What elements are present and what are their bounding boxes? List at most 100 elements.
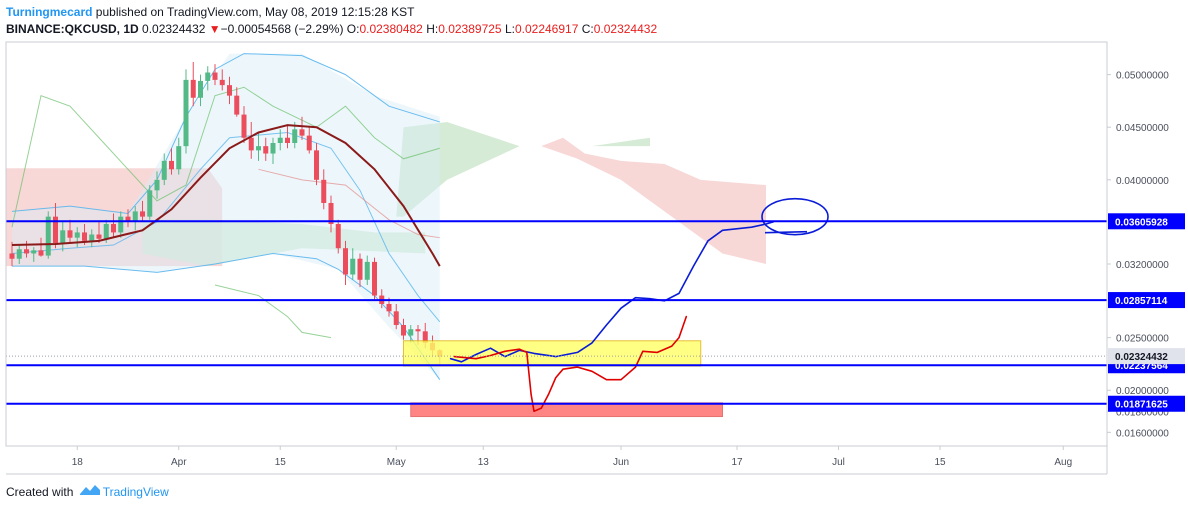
candle-down — [82, 232, 87, 241]
candle-down — [422, 331, 428, 343]
published-text: published on TradingView.com, May 08, 20… — [92, 5, 415, 19]
candle-down — [328, 202, 334, 225]
candle-down — [386, 303, 392, 312]
projection-blue-path — [449, 221, 775, 363]
x-tick-label: Jun — [613, 457, 629, 468]
author-link[interactable]: Turningmecard — [6, 5, 93, 19]
candle-down — [24, 249, 29, 254]
y-tick-label: 0.04000000 — [1116, 176, 1169, 187]
candle-up — [350, 258, 356, 275]
level-price-tag-bg — [1108, 213, 1185, 230]
candle-down — [343, 248, 348, 275]
y-tick-label: 0.04500000 — [1116, 123, 1169, 134]
candle-up — [205, 72, 211, 81]
level-price-tag: 0.01871625 — [1115, 400, 1168, 411]
tradingview-logo-icon — [79, 484, 101, 500]
candle-down — [96, 234, 102, 239]
candle-up — [292, 129, 298, 143]
low-label: L: — [504, 22, 515, 36]
candle-down — [285, 137, 290, 143]
level-price-tag-bg — [1108, 292, 1185, 309]
change-value: −0.00054568 (−2.29%) — [220, 22, 344, 36]
candle-down — [9, 253, 15, 259]
x-tick-label: Aug — [1054, 457, 1072, 468]
candle-up — [270, 143, 276, 154]
projection-red-path — [453, 315, 688, 413]
x-tick-label: Jul — [832, 457, 845, 468]
candle-down — [401, 325, 406, 336]
candle-down — [227, 85, 232, 96]
candle-down — [299, 129, 305, 136]
footer: Created with TradingView — [6, 484, 169, 502]
level-price-tag-bg — [1108, 395, 1185, 412]
candle-down — [67, 230, 73, 238]
candle-up — [147, 190, 153, 217]
candle-up — [132, 211, 138, 222]
ohlc-line: BINANCE:QKCUSD, 1D 0.02324432 ▼−0.000545… — [6, 21, 1106, 38]
last-price-tag: 0.02324432 — [1115, 352, 1168, 363]
candle-down — [306, 135, 312, 151]
target-underline — [764, 230, 808, 234]
y-tick-label: 0.01800000 — [1116, 407, 1169, 418]
candle-down — [314, 150, 319, 180]
y-tick-label: 0.03200000 — [1116, 260, 1169, 271]
yellow-zone — [403, 340, 702, 367]
level-price-tag: 0.02857114 — [1115, 296, 1168, 307]
candle-up — [89, 234, 95, 241]
candle-down — [241, 114, 247, 138]
x-tick-label: Apr — [171, 457, 187, 468]
candle-up — [60, 230, 66, 243]
moving-average-line — [11, 124, 441, 267]
y-tick-label: 0.02000000 — [1116, 386, 1169, 397]
cloud-red-right — [541, 137, 766, 264]
candle-down — [190, 79, 196, 98]
candle-up — [408, 329, 414, 336]
candle-down — [111, 224, 116, 233]
cloud-green-mid — [142, 219, 426, 267]
lagging-span-line — [11, 86, 440, 228]
open-value: 0.02380482 — [359, 22, 423, 36]
candle-up — [154, 179, 160, 191]
x-tick-label: 15 — [934, 457, 946, 468]
high-label: H: — [426, 22, 439, 36]
symbol-label: BINANCE:QKCUSD, 1D — [6, 22, 139, 36]
candle-up — [198, 80, 203, 98]
candle-down — [38, 250, 44, 256]
candle-up — [256, 146, 261, 151]
change-arrow-icon: ▼ — [208, 22, 221, 36]
candle-up — [364, 261, 370, 280]
tradingview-brand-link[interactable]: TradingView — [102, 485, 169, 500]
high-value: 0.02389725 — [438, 22, 502, 36]
level-price-tag: 0.02237564 — [1115, 361, 1168, 372]
candle-up — [31, 250, 37, 254]
candle-down — [263, 146, 269, 154]
candle-down — [212, 72, 218, 80]
plot-area — [6, 53, 1107, 418]
candle-down — [357, 258, 363, 280]
lagging-span-low-line — [214, 284, 332, 339]
candle-down — [335, 224, 341, 249]
candle-down — [415, 329, 421, 332]
y-tick-label: 0.01600000 — [1116, 428, 1169, 439]
candle-up — [74, 232, 80, 238]
open-label: O: — [346, 22, 360, 36]
created-with-text: Created with — [6, 485, 74, 500]
x-tick-label: 18 — [72, 457, 84, 468]
candle-up — [16, 249, 22, 259]
x-tick-label: 17 — [731, 457, 743, 468]
last-price-tag-bg — [1108, 348, 1185, 365]
x-tick-label: 13 — [478, 457, 490, 468]
level-price-tag: 0.03605928 — [1115, 217, 1168, 228]
target-circle — [761, 197, 829, 236]
bollinger-band-fill — [12, 53, 440, 380]
candle-down — [234, 95, 240, 115]
candle-down — [169, 160, 174, 170]
x-tick-label: 15 — [275, 457, 287, 468]
candle-up — [118, 216, 124, 233]
chart-header: Turningmecard published on TradingView.c… — [6, 4, 1106, 38]
y-tick-label: 0.05000000 — [1116, 71, 1169, 82]
candle-down — [53, 216, 58, 243]
candle-down — [125, 216, 131, 222]
last-price: 0.02324432 — [142, 22, 206, 36]
